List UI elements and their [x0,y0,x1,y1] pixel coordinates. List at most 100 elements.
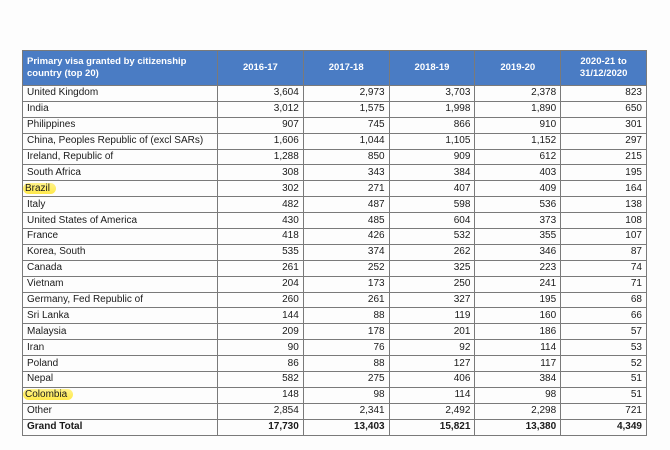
value-cell: 68 [560,291,647,309]
value-cell: 301 [560,116,647,134]
country-cell: Canada [22,259,218,277]
value-cell: 866 [388,116,476,134]
table-row: Iran 90 76 92 114 53 [22,339,647,357]
header-2017-18: 2017-18 [302,50,390,86]
table-row: United Kingdom 3,604 2,973 3,703 2,378 823 [22,85,647,102]
country-cell: Grand Total [22,418,218,436]
header-2016-17: 2016-17 [217,50,304,86]
value-cell: 127 [388,355,476,373]
value-cell: 487 [302,196,390,214]
country-cell: Philippines [22,116,218,134]
table-row: Korea, South 535 374 262 346 87 [22,243,647,261]
value-cell: 98 [474,386,562,404]
highlighted-country-name: Brazil [23,182,57,194]
value-cell: 384 [388,164,476,182]
country-name: Grand Total [27,421,83,433]
value-cell: 241 [474,275,562,293]
value-cell: 4,349 [560,418,647,436]
header-2018-19: 2018-19 [388,50,476,86]
value-cell: 910 [474,116,562,134]
value-cell: 598 [388,196,476,214]
value-cell: 308 [217,164,304,182]
table-row: Other 2,854 2,341 2,492 2,298 721 [22,402,647,420]
value-cell: 114 [474,339,562,357]
value-cell: 582 [217,371,304,388]
value-cell: 261 [302,291,390,309]
country-cell: India [22,100,218,118]
value-cell: 3,703 [388,85,476,102]
value-cell: 215 [560,148,647,166]
value-cell: 2,492 [388,402,476,420]
value-cell: 909 [388,148,476,166]
value-cell: 275 [302,371,390,388]
country-cell: Vietnam [22,275,218,293]
value-cell: 745 [302,116,390,134]
value-cell: 721 [560,402,647,420]
country-name: United Kingdom [27,87,99,99]
country-cell: Malaysia [22,323,218,341]
value-cell: 107 [560,228,647,245]
country-name: Korea, South [27,246,86,258]
value-cell: 201 [388,323,476,341]
value-cell: 250 [388,275,476,293]
table-row: United States of America 430 485 604 373 108 [22,212,647,230]
country-name: Vietnam [27,278,64,290]
table-row: Canada 261 252 325 223 74 [22,259,647,277]
table-row: Brazil 302 271 407 409 164 [22,180,647,198]
value-cell: 195 [560,164,647,182]
value-cell: 1,998 [388,100,476,118]
country-name: India [27,103,49,115]
value-cell: 409 [474,180,562,198]
value-cell: 51 [560,386,647,404]
country-name: Philippines [27,119,76,131]
table-header-row: Primary visa granted by citizenship coun… [22,50,647,86]
table-row: Malaysia 209 178 201 186 57 [22,323,647,341]
value-cell: 57 [560,323,647,341]
value-cell: 3,012 [217,100,304,118]
country-cell: Italy [22,196,218,214]
value-cell: 2,341 [302,402,390,420]
value-cell: 74 [560,259,647,277]
value-cell: 604 [388,212,476,230]
value-cell: 403 [474,164,562,182]
table-row: Italy 482 487 598 536 138 [22,196,647,214]
value-cell: 2,973 [302,85,390,102]
value-cell: 87 [560,243,647,261]
country-name: Malaysia [27,325,67,337]
country-name: China, Peoples Republic of (excl SARs) [27,135,204,147]
value-cell: 160 [474,307,562,325]
value-cell: 186 [474,323,562,341]
value-cell: 374 [302,243,390,261]
table-row: Nepal 582 275 406 384 51 [22,371,647,388]
value-cell: 1,890 [474,100,562,118]
table-row: Sri Lanka 144 88 119 160 66 [22,307,647,325]
country-name: Nepal [27,373,54,385]
value-cell: 119 [388,307,476,325]
value-cell: 426 [302,228,390,245]
table-body: United Kingdom 3,604 2,973 3,703 2,378 823 Ind… [22,85,647,436]
value-cell: 2,854 [217,402,304,420]
value-cell: 260 [217,291,304,309]
country-name: Italy [27,198,46,210]
value-cell: 209 [217,323,304,341]
value-cell: 117 [474,355,562,373]
table-row: South Africa 308 343 384 403 195 [22,164,647,182]
value-cell: 907 [217,116,304,134]
value-cell: 88 [302,355,390,373]
value-cell: 2,298 [474,402,562,420]
value-cell: 384 [474,371,562,388]
country-cell: Iran [22,339,218,357]
value-cell: 373 [474,212,562,230]
value-cell: 15,821 [388,418,476,436]
country-name: Iran [27,341,45,353]
value-cell: 823 [560,85,647,102]
value-cell: 2,378 [474,85,562,102]
value-cell: 485 [302,212,390,230]
value-cell: 1,606 [217,132,304,150]
value-cell: 1,152 [474,132,562,150]
value-cell: 71 [560,275,647,293]
value-cell: 108 [560,212,647,230]
value-cell: 195 [474,291,562,309]
value-cell: 114 [388,386,476,404]
